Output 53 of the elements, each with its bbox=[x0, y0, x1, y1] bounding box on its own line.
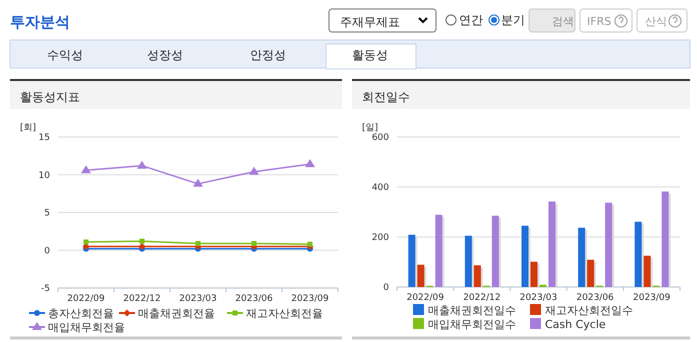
text: 수익성 bbox=[47, 48, 83, 62]
point bbox=[249, 166, 259, 175]
x-tick-label: 2022/12 bbox=[463, 293, 501, 303]
text: 검색 bbox=[552, 15, 574, 28]
x-tick-label: 2023/06 bbox=[576, 293, 614, 303]
text: 안정성 bbox=[250, 48, 286, 62]
x-tick-label: 2022/09 bbox=[67, 294, 105, 304]
text: IFRS bbox=[587, 15, 612, 28]
x-tick-label: 2023/09 bbox=[291, 294, 329, 304]
y-tick-label: 5 bbox=[44, 208, 50, 218]
text: 연간 bbox=[459, 13, 483, 27]
x-tick-label: 2023/09 bbox=[633, 293, 671, 303]
y-tick-label: 400 bbox=[372, 183, 390, 193]
point bbox=[138, 242, 146, 250]
point bbox=[81, 165, 91, 174]
y-tick-label: 0 bbox=[44, 246, 50, 256]
y-tick-label: 200 bbox=[372, 233, 390, 243]
point bbox=[140, 238, 144, 244]
legend-label: 재고자산회전일수 bbox=[545, 304, 633, 317]
point bbox=[305, 159, 315, 168]
y-axis-title: [일] bbox=[362, 123, 378, 133]
legend-label: 매입채무회전율 bbox=[48, 321, 125, 334]
legend-label: 매입채무회전일수 bbox=[428, 318, 516, 331]
text: 투자분석 bbox=[10, 13, 70, 31]
text: 산식 bbox=[645, 15, 667, 28]
point bbox=[308, 242, 312, 247]
text: 성장성 bbox=[147, 48, 183, 62]
text: 주재무제표 bbox=[340, 15, 400, 29]
x-tick-label: 2023/03 bbox=[520, 293, 558, 303]
legend-label: 매출채권회전율 bbox=[138, 307, 215, 320]
y-tick-label: 600 bbox=[372, 133, 390, 143]
y-tick-label: 0 bbox=[383, 283, 390, 293]
legend-label: 재고자산회전율 bbox=[246, 307, 323, 320]
y-tick-label: -5 bbox=[41, 284, 50, 294]
chart-title: 회전일수 bbox=[362, 90, 410, 104]
legend-label: Cash Cycle bbox=[545, 318, 606, 331]
x-tick-label: 2022/09 bbox=[406, 293, 444, 303]
x-tick-label: 2023/03 bbox=[179, 294, 217, 304]
text: 활동성 bbox=[352, 48, 388, 62]
point bbox=[252, 240, 256, 246]
y-tick-label: 15 bbox=[38, 133, 50, 143]
x-tick-label: 2022/12 bbox=[123, 294, 161, 304]
y-axis-title: [회] bbox=[20, 123, 36, 133]
point bbox=[193, 178, 203, 187]
point bbox=[84, 239, 88, 244]
x-tick-label: 2023/06 bbox=[235, 294, 273, 304]
legend-label: 총자산회전율 bbox=[48, 307, 114, 320]
legend-label: 매출채권회전일수 bbox=[428, 304, 516, 317]
point bbox=[196, 240, 200, 246]
point bbox=[137, 160, 147, 169]
text: 분기 bbox=[501, 13, 525, 27]
y-tick-label: 10 bbox=[38, 170, 50, 181]
chart-title: 활동성지표 bbox=[20, 90, 80, 104]
